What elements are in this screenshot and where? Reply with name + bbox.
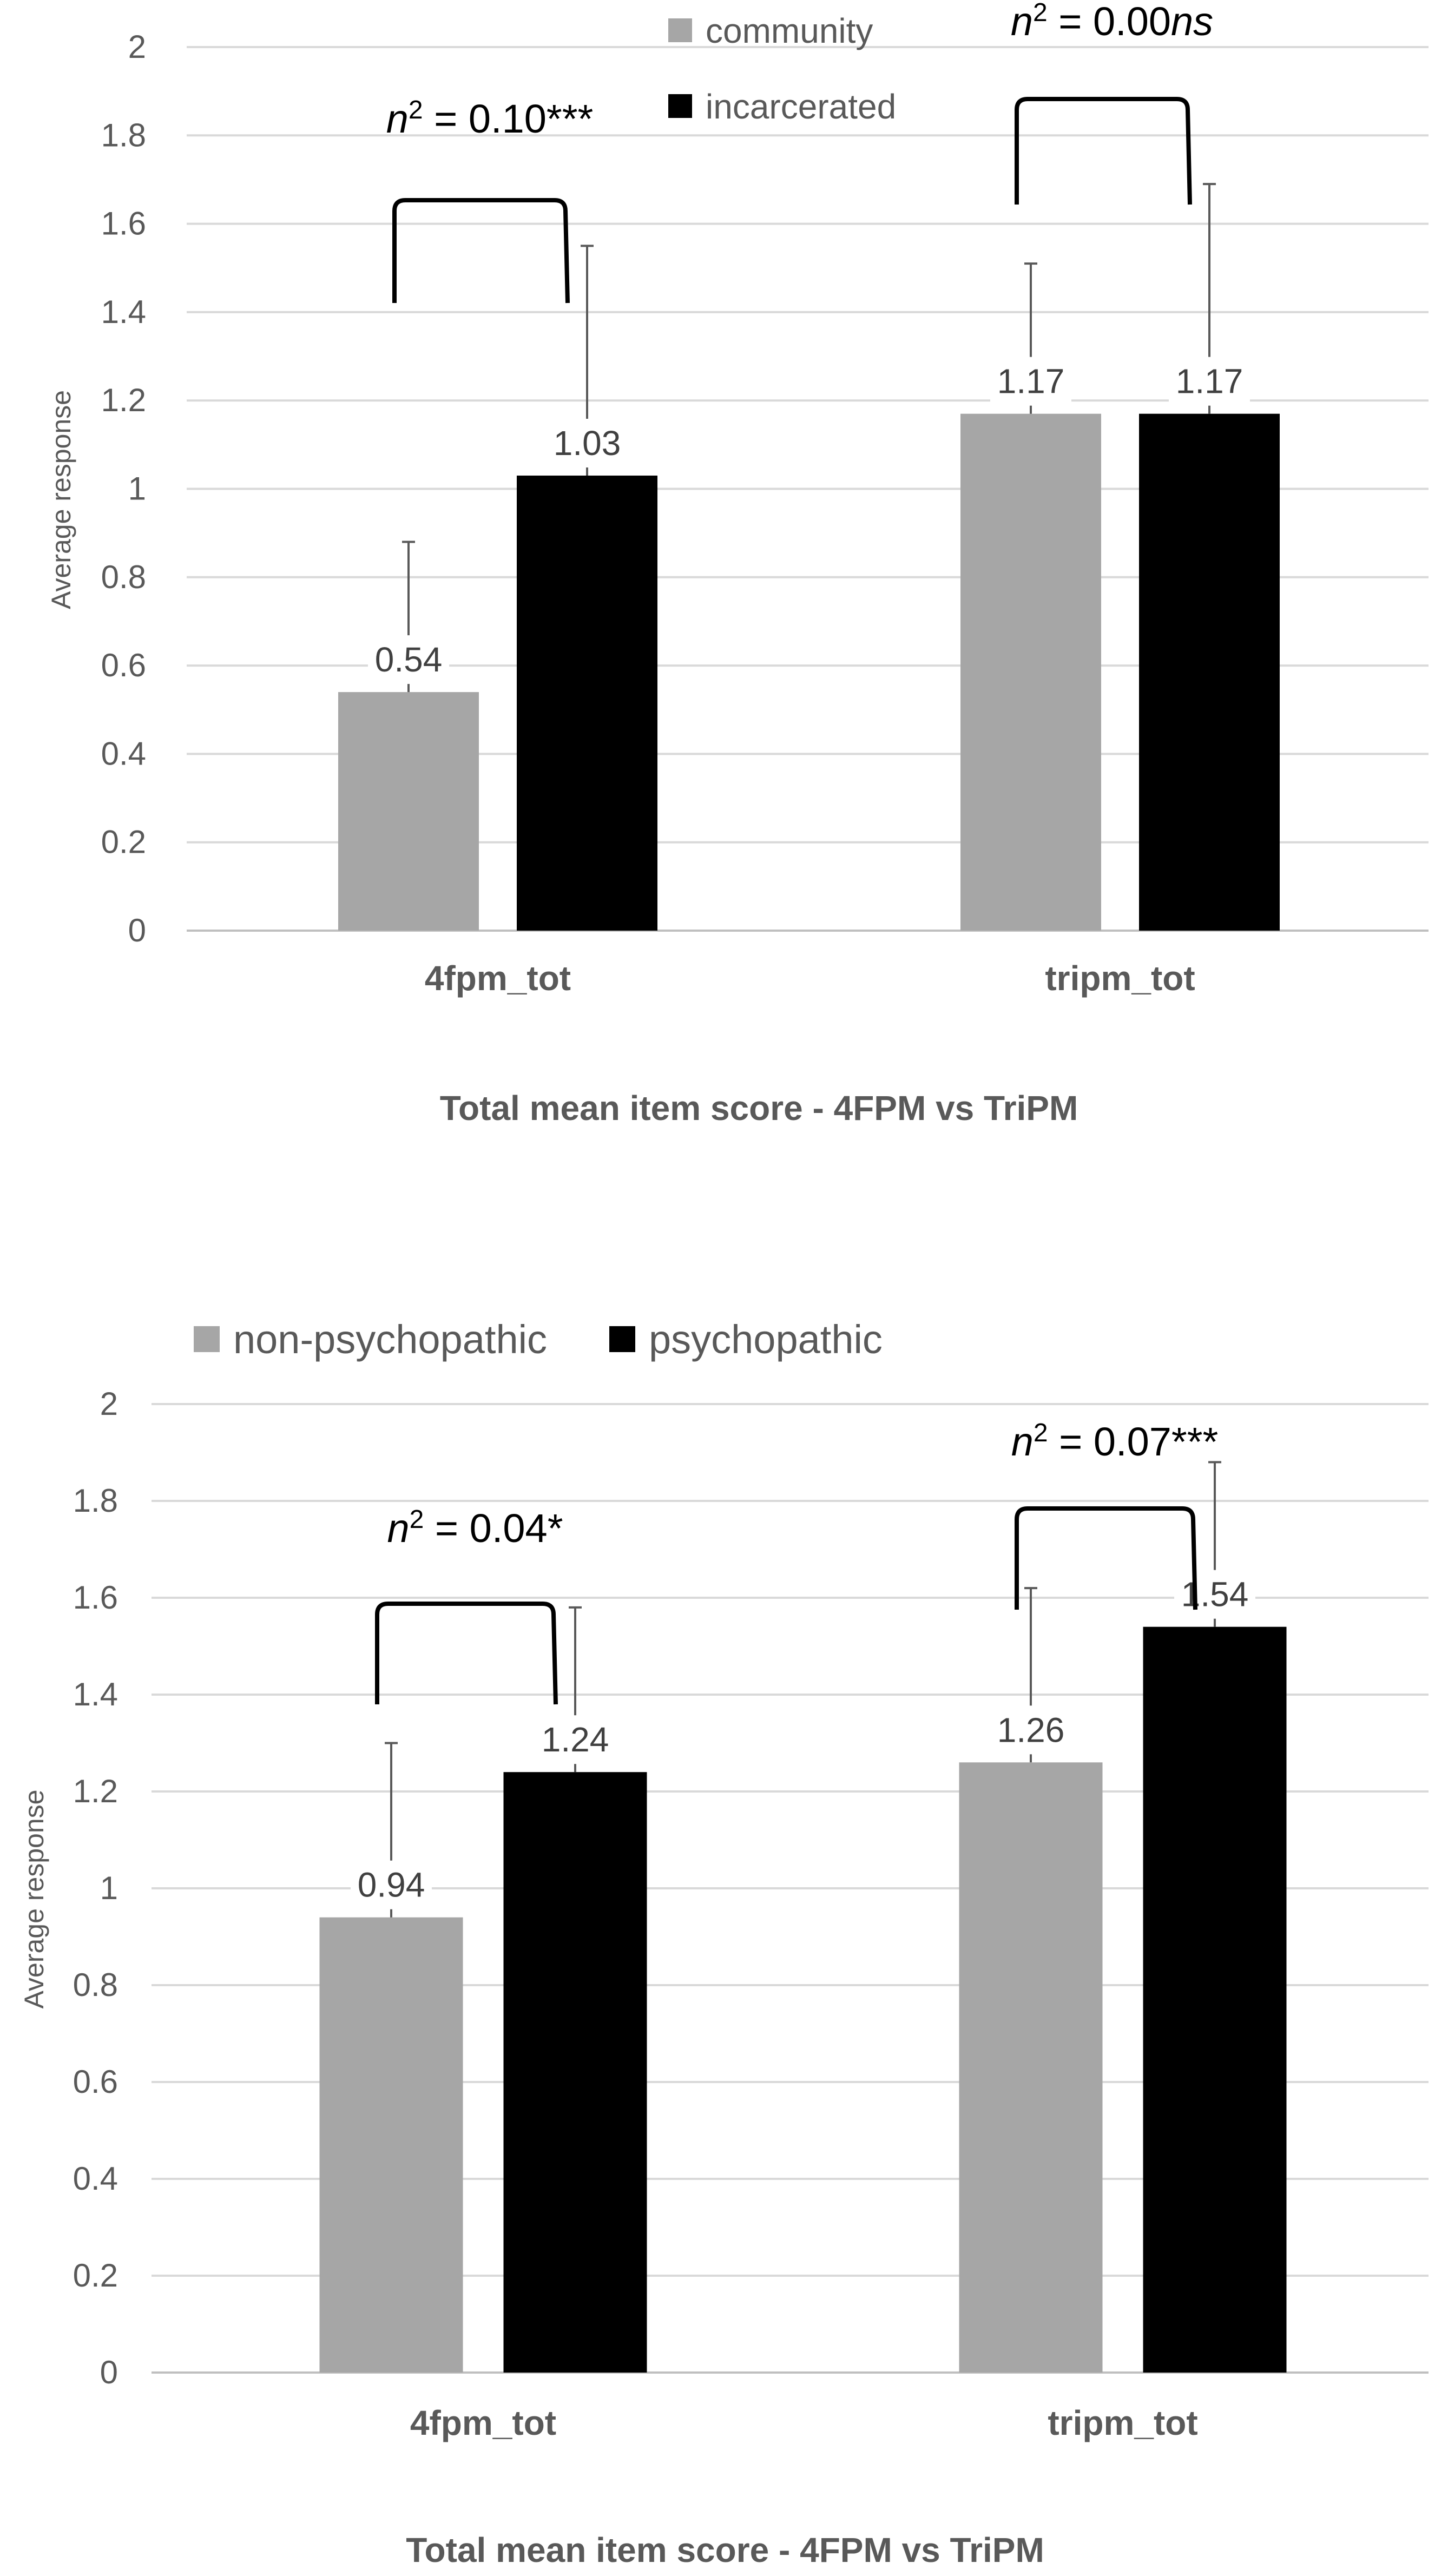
bar-community-4fpm_tot	[338, 692, 479, 931]
legend: non-psychopathic psychopathic	[194, 1317, 883, 1362]
y-tick-label: 1.6	[73, 1579, 118, 1616]
effect-size-annotation: n2 = 0.00ns	[1011, 0, 1213, 44]
data-label: 1.17	[1176, 362, 1243, 401]
data-label-backdrop	[990, 357, 1071, 406]
x-category-label: tripm_tot	[1048, 2403, 1197, 2442]
y-tick-label: 0.8	[101, 559, 146, 595]
y-tick-label: 1.4	[73, 1676, 118, 1712]
annotation-suffix: ns	[1171, 0, 1213, 44]
data-label-backdrop	[368, 635, 449, 684]
significance-bracket	[1015, 97, 1192, 205]
y-tick-label: 1	[100, 1870, 118, 1906]
annotation-value: = 0.10***	[423, 96, 594, 141]
data-label: 1.24	[542, 1720, 609, 1759]
annotation-symbol: n	[1011, 0, 1033, 44]
y-axis-title: Average response	[19, 1790, 49, 2009]
bar-non-psychopathic-4fpm_tot	[319, 1917, 463, 2373]
y-tick-label: 1.2	[73, 1773, 118, 1809]
x-category-label: tripm_tot	[1045, 959, 1195, 998]
y-tick-label: 1.2	[101, 382, 146, 418]
x-axis-title: Total mean item score - 4FPM vs TriPM	[440, 1089, 1078, 1128]
annotation-exponent: 2	[409, 96, 423, 124]
legend: community incarcerated	[668, 11, 896, 126]
y-tick-label: 0	[100, 2354, 118, 2390]
legend-swatch-non-psychopathic	[194, 1326, 220, 1352]
significance-bracket	[375, 1602, 558, 1705]
x-category-label: 4fpm_tot	[425, 959, 571, 998]
data-label: 0.54	[375, 640, 443, 679]
x-category-label: 4fpm_tot	[410, 2403, 556, 2442]
legend-label-incarcerated: incarcerated	[706, 87, 896, 126]
y-axis-title: Average response	[46, 390, 76, 609]
effect-size-annotation: n2 = 0.04*	[387, 1505, 563, 1551]
y-tick-label: 1	[128, 471, 146, 507]
y-tick-label: 1.4	[101, 294, 146, 330]
annotation-value: = 0.07***	[1048, 1419, 1219, 1464]
legend-swatch-psychopathic	[609, 1326, 635, 1352]
bar-psychopathic-4fpm_tot	[503, 1772, 647, 2373]
y-tick-label: 1.8	[101, 117, 146, 153]
annotation-symbol: n	[1011, 1419, 1034, 1464]
significance-bracket	[392, 198, 570, 304]
significance-bracket	[1015, 1506, 1197, 1610]
y-tick-label: 1.6	[101, 206, 146, 242]
legend-swatch-incarcerated	[668, 94, 692, 118]
annotation-exponent: 2	[1034, 1419, 1048, 1447]
chart-nonpsychopathic-vs-psychopathic: 0 0.2 0.4 0.6 0.8 1 1.2 1.4 1.6 1.8 2 Average respo…	[19, 1317, 1429, 2570]
data-label: 1.03	[554, 424, 621, 463]
y-tick-label: 0.6	[73, 2064, 118, 2100]
chart-community-vs-incarcerated: 0 0.2 0.4 0.6 0.8 1 1.2 1.4 1.6 1.8 2 Average respo…	[46, 0, 1429, 1128]
annotation-exponent: 2	[410, 1505, 424, 1534]
annotation-symbol: n	[386, 96, 409, 141]
legend-label-community: community	[706, 11, 873, 50]
y-tick-label: 2	[100, 1386, 118, 1422]
data-label: 1.54	[1181, 1575, 1249, 1614]
y-tick-label: 0.2	[101, 824, 146, 860]
y-tick-label: 1.8	[73, 1483, 118, 1519]
data-label-backdrop	[1174, 1570, 1255, 1619]
bar-incarcerated-tripm_tot	[1139, 413, 1280, 931]
legend-label-psychopathic: psychopathic	[649, 1317, 883, 1362]
y-tick-label: 0.8	[73, 1967, 118, 2003]
bar-incarcerated-4fpm_tot	[517, 476, 657, 931]
data-label-backdrop	[351, 1860, 432, 1909]
legend-swatch-community	[668, 18, 692, 42]
data-label-backdrop	[535, 1715, 616, 1764]
data-label: 1.26	[997, 1710, 1065, 1749]
data-label: 1.17	[997, 362, 1065, 401]
data-label-backdrop	[547, 419, 628, 468]
annotation-exponent: 2	[1033, 0, 1048, 27]
annotation-symbol: n	[387, 1506, 409, 1551]
y-tick-label: 0	[128, 912, 146, 948]
data-label-backdrop	[1169, 357, 1250, 406]
y-tick-label: 2	[128, 29, 146, 65]
annotation-value: = 0.04*	[424, 1506, 563, 1551]
y-tick-label: 0.4	[101, 735, 146, 772]
bar-psychopathic-tripm_tot	[1143, 1626, 1287, 2373]
data-label-backdrop	[990, 1705, 1071, 1755]
effect-size-annotation: n2 = 0.07***	[1011, 1419, 1219, 1465]
y-tick-label: 0.6	[101, 647, 146, 683]
legend-label-non-psychopathic: non-psychopathic	[233, 1317, 547, 1362]
y-tick-label: 0.2	[73, 2257, 118, 2294]
x-axis-title: Total mean item score - 4FPM vs TriPM	[406, 2531, 1044, 2570]
bar-non-psychopathic-tripm_tot	[959, 1762, 1103, 2373]
data-label: 0.94	[358, 1866, 425, 1905]
y-tick-label: 0.4	[73, 2160, 118, 2197]
effect-size-annotation: n2 = 0.10***	[386, 96, 594, 142]
bar-community-tripm_tot	[960, 413, 1101, 931]
annotation-value: = 0.00	[1048, 0, 1171, 44]
